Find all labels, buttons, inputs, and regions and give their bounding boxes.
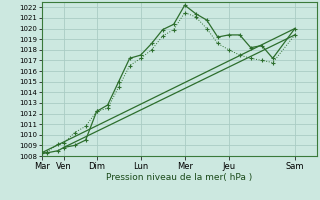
X-axis label: Pression niveau de la mer( hPa ): Pression niveau de la mer( hPa ) [106,173,252,182]
